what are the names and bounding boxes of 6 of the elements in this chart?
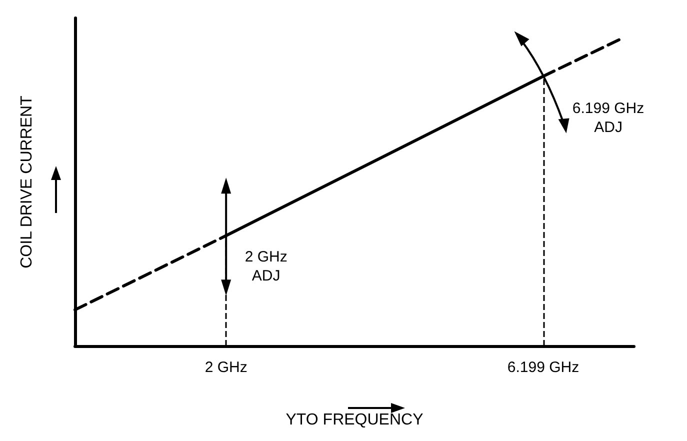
annotation: 2 GHz ADJ [244, 248, 288, 285]
x-tick-label: 6.199 GHz [507, 359, 580, 376]
x-tick-label: 2 GHz [204, 359, 248, 376]
y-axis-title: COIL DRIVE CURRENT [18, 95, 36, 268]
x-axis-title: YTO FREQUENCY [286, 412, 424, 428]
annotation: 6.199 GHz ADJ [572, 100, 644, 136]
